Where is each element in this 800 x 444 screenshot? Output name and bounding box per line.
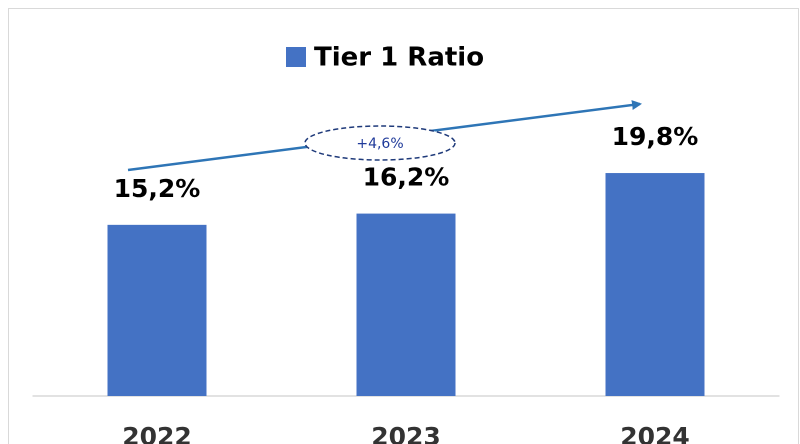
x-tick-label: 2023 [371, 422, 441, 444]
data-label: 15,2% [114, 174, 201, 203]
legend-swatch [286, 47, 306, 67]
bar [107, 224, 207, 396]
chart-border [8, 8, 799, 444]
data-label: 16,2% [363, 163, 450, 192]
annotation-ellipse [304, 125, 456, 161]
annotation: +4,6% [356, 136, 403, 152]
data-label: 19,8% [612, 122, 699, 151]
bar [356, 213, 456, 396]
bar [605, 173, 705, 396]
x-tick-label: 2024 [620, 422, 690, 444]
x-tick-label: 2022 [122, 422, 192, 444]
legend-label: Tier 1 Ratio [314, 43, 484, 73]
